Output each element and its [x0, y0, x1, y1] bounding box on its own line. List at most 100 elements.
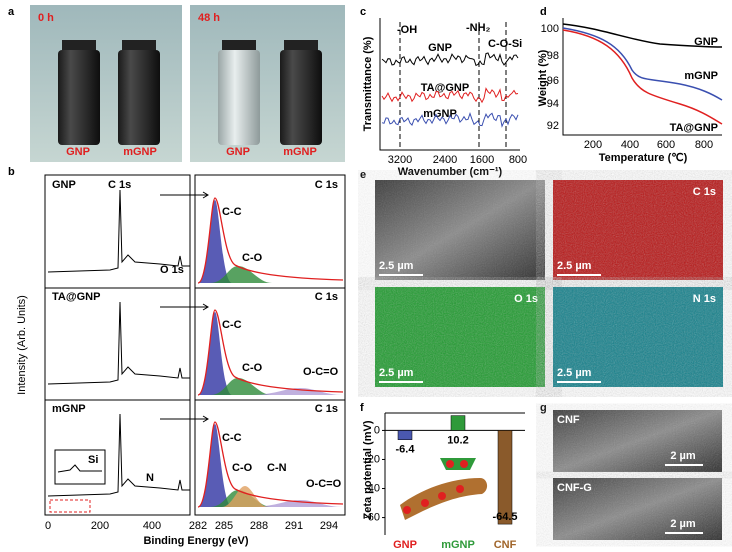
image-title: CNF	[557, 414, 580, 426]
series-label: GNP	[694, 36, 718, 48]
panel-label: b	[8, 166, 15, 178]
tga-curve	[562, 29, 723, 125]
sem-noise	[553, 410, 722, 472]
frame	[44, 174, 191, 516]
inset	[54, 449, 106, 485]
charge	[421, 499, 429, 507]
series-label: mGNP	[423, 108, 457, 120]
scale-label: 2.5 µm	[557, 260, 592, 272]
charge	[403, 506, 411, 514]
map-noise	[375, 180, 545, 280]
vial	[280, 50, 322, 145]
band-label: -NH₂	[466, 22, 491, 34]
sample-label: mGNP	[123, 146, 157, 158]
envelope	[197, 309, 344, 396]
tga-curve	[562, 23, 723, 48]
tick-label: 2400	[433, 154, 457, 166]
tick-label: 291	[285, 520, 303, 532]
vial-cap	[62, 40, 96, 50]
oco-peak	[250, 388, 343, 395]
tick-label: 294	[320, 520, 338, 532]
c1s-title: C 1s	[315, 291, 338, 303]
component-label: C-O	[232, 462, 253, 474]
value-label: 10.2	[447, 434, 468, 446]
oco-peak	[250, 500, 343, 507]
axis-title: Intensity (Arb. Units)	[16, 295, 28, 395]
scale-label: 2 µm	[670, 518, 696, 530]
photo-group	[30, 5, 345, 162]
peak-label: N	[146, 472, 154, 484]
axis-title: Weight (%)	[537, 49, 549, 106]
component-label: C-C	[222, 206, 242, 218]
envelope	[197, 421, 344, 508]
arrow-head	[202, 191, 209, 199]
tick-label: 400	[143, 520, 161, 532]
vial-cap	[284, 40, 318, 50]
value-label: -6.4	[396, 444, 416, 456]
component-label: C-C	[222, 319, 242, 331]
sample-label: GNP	[226, 146, 250, 158]
row-label: GNP	[52, 179, 76, 191]
tick-label: -60	[364, 511, 380, 523]
spectrum	[381, 52, 519, 67]
charge	[460, 460, 468, 468]
vial-cap	[222, 40, 256, 50]
time-label: 0 h	[38, 12, 54, 24]
component-label: C-O	[242, 252, 263, 264]
axis-title: Binding Energy (eV)	[143, 535, 248, 547]
value-label: -64.5	[492, 511, 517, 523]
co-peak	[210, 378, 272, 395]
time-label: 48 h	[198, 12, 220, 24]
category-label: GNP	[393, 539, 417, 551]
cc-peak	[198, 200, 232, 283]
map-title: O 1s	[514, 293, 538, 305]
tick-label: 200	[584, 139, 602, 151]
spectrum	[381, 111, 519, 128]
map-title: N 1s	[693, 293, 716, 305]
band-label: -OH	[397, 24, 417, 36]
charge	[456, 485, 464, 493]
charge	[446, 460, 454, 468]
map-noise	[553, 287, 723, 387]
vial-cap	[122, 40, 156, 50]
panel-label: g	[540, 402, 547, 414]
series-label: TA@GNP	[421, 82, 469, 94]
map-noise	[375, 287, 545, 387]
survey-spectrum	[47, 301, 190, 385]
charge	[438, 492, 446, 500]
axis	[562, 18, 722, 136]
c1s-title: C 1s	[315, 403, 338, 415]
series-label: mGNP	[684, 70, 718, 82]
tick-label: 96	[547, 75, 559, 87]
frame	[194, 174, 346, 516]
panel-label: f	[360, 402, 364, 414]
cc-peak	[198, 424, 232, 507]
scale-label: 2.5 µm	[379, 367, 414, 379]
map-noise	[553, 180, 723, 280]
inset-curve	[57, 464, 102, 473]
axis	[379, 18, 520, 151]
tick-label: 0	[45, 520, 51, 532]
vial	[218, 50, 260, 145]
panel-label: e	[360, 169, 366, 181]
sample-label: mGNP	[283, 146, 317, 158]
panel-label: c	[360, 6, 366, 18]
peak-label: Si	[88, 454, 98, 466]
row-label: mGNP	[52, 403, 86, 415]
xps-frames	[44, 174, 346, 516]
vial	[58, 50, 100, 145]
series-label: TA@GNP	[670, 122, 718, 134]
tick-label: 3200	[388, 154, 412, 166]
axis-title: Transmittance (%)	[362, 36, 374, 131]
arrow-head	[202, 415, 209, 423]
tick-label: 285	[215, 520, 233, 532]
co-peak	[210, 266, 272, 283]
category-label: mGNP	[441, 539, 475, 551]
tick-label: 800	[695, 139, 713, 151]
cc-peak	[198, 312, 232, 395]
tick-label: 282	[189, 520, 207, 532]
sample-label: GNP	[66, 146, 90, 158]
scale-label: 2.5 µm	[557, 367, 592, 379]
peak-label: O 1s	[160, 264, 184, 276]
component-label: C-C	[222, 432, 242, 444]
